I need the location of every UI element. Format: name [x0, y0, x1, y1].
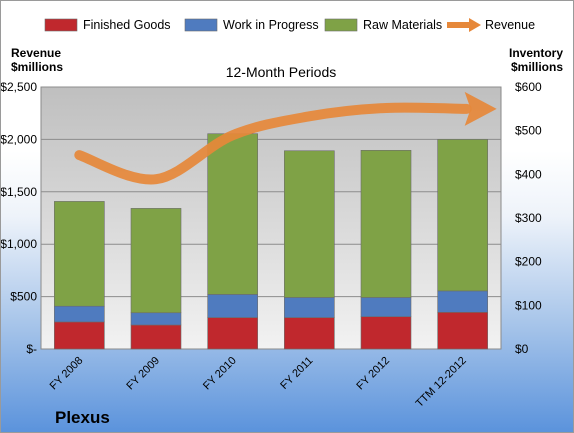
right-tick-label: $0	[515, 342, 529, 356]
left-axis-title-line2: $millions	[11, 60, 63, 74]
chart-title: 12-Month Periods	[226, 64, 337, 80]
legend-label: Raw Materials	[363, 18, 442, 32]
bar-raw-materials	[207, 133, 258, 295]
revenue-line	[74, 102, 472, 185]
left-tick-label: $2,500	[1, 80, 37, 94]
bar-finished-goods	[437, 312, 488, 350]
bar-raw-materials	[360, 150, 412, 298]
bar-raw-materials	[54, 201, 105, 307]
bar-work-in-progress	[360, 297, 412, 317]
company-name: Plexus	[55, 408, 110, 427]
x-tick-label: FY 2011	[278, 355, 315, 392]
bar-raw-materials	[284, 150, 335, 298]
legend-swatch-work-in-progress	[184, 18, 218, 32]
left-tick-label: $1,000	[1, 237, 37, 251]
right-axis-title-line2: $millions	[511, 60, 563, 74]
bar-work-in-progress	[284, 297, 335, 318]
right-tick-label: $100	[515, 298, 542, 312]
x-tick-label: FY 2010	[201, 355, 239, 393]
legend-swatch-finished-goods	[44, 18, 78, 32]
right-tick-label: $500	[515, 124, 542, 138]
legend-label: Work in Progress	[223, 18, 319, 32]
bar-raw-materials	[130, 208, 182, 314]
x-tick-label: TTM 12-2012	[414, 355, 469, 410]
legend-arrow-icon	[469, 18, 481, 32]
bar-finished-goods	[130, 324, 182, 350]
left-tick-label: $500	[10, 290, 37, 304]
right-tick-label: $200	[515, 255, 542, 269]
left-tick-label: $-	[26, 342, 37, 356]
x-tick-label: FY 2012	[354, 355, 392, 393]
revenue-arrowhead	[464, 91, 497, 126]
right-tick-label: $600	[515, 80, 542, 94]
legend-swatch-raw-materials	[324, 18, 358, 32]
right-axis-title-line1: Inventory	[509, 46, 563, 60]
plot-area	[40, 86, 502, 350]
bar-raw-materials	[437, 139, 488, 292]
right-tick-label: $300	[515, 211, 542, 225]
left-tick-label: $2,000	[1, 132, 37, 146]
left-axis-title-line1: Revenue	[11, 46, 61, 60]
bar-finished-goods	[284, 317, 335, 350]
left-tick-label: $1,500	[1, 185, 37, 199]
bar-finished-goods	[54, 321, 105, 350]
bar-finished-goods	[360, 316, 412, 350]
bar-work-in-progress	[207, 294, 258, 318]
bar-work-in-progress	[130, 312, 182, 326]
legend-label: Finished Goods	[83, 18, 171, 32]
bar-work-in-progress	[437, 290, 488, 313]
bar-finished-goods	[207, 317, 258, 350]
bar-work-in-progress	[54, 305, 105, 323]
legend-label: Revenue	[485, 18, 535, 32]
x-tick-label: FY 2009	[124, 355, 162, 393]
x-tick-label: FY 2008	[48, 355, 86, 393]
right-tick-label: $400	[515, 167, 542, 181]
